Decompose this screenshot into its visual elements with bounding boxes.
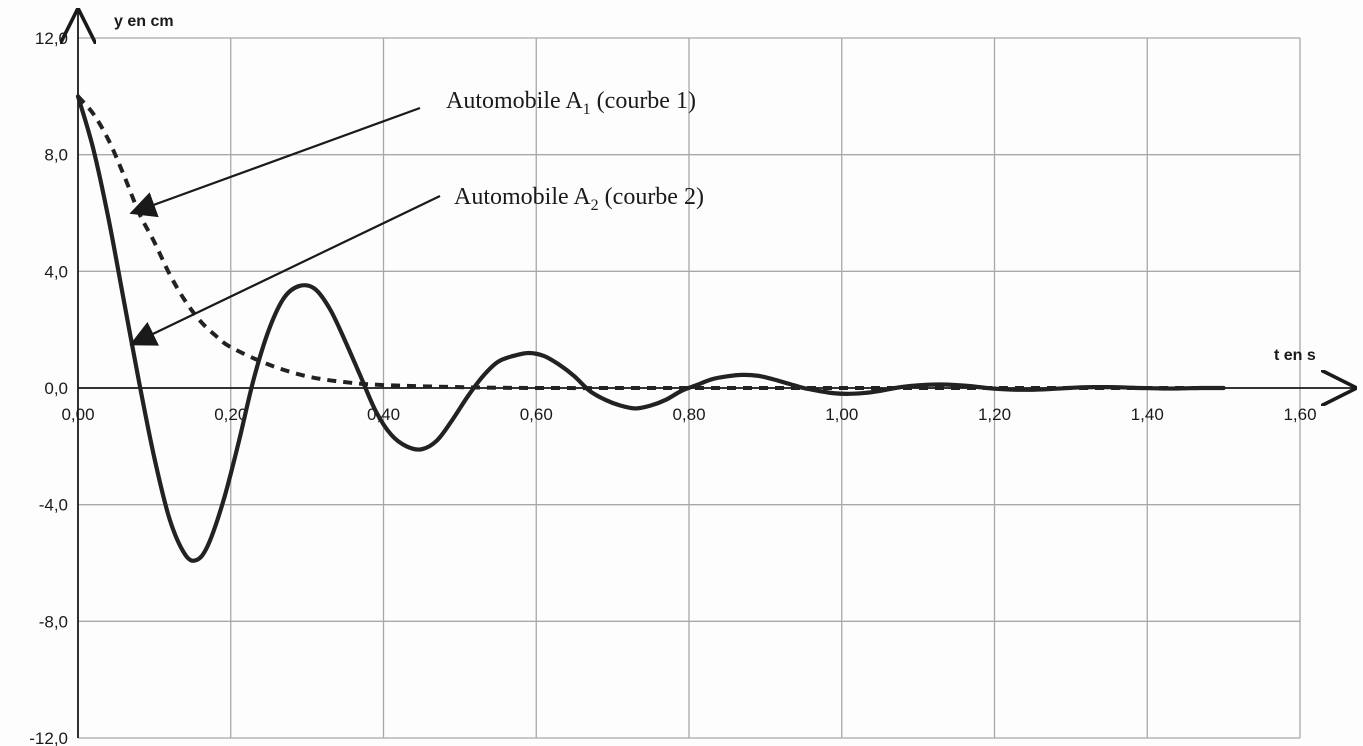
annotation-arrow-2 xyxy=(129,195,441,346)
x-tick-label: 1,40 xyxy=(1131,405,1164,424)
y-axis-title: y en cm xyxy=(114,13,174,30)
x-tick-label: 0,80 xyxy=(672,405,705,424)
axes: 0,00 0,20 0,40 0,60 0,80 1,00 1,20 1,40 1,6012,0… xyxy=(29,10,1355,746)
annotation-label-1: Automobile A1 (courbe 1) xyxy=(446,88,696,118)
annotations: Automobile A1 (courbe 1) Automobile A2 (c… xyxy=(129,88,704,346)
x-tick-label: 1,00 xyxy=(825,405,858,424)
series-line-1 xyxy=(76,94,1224,391)
annotation-arrow-1 xyxy=(129,106,421,218)
annotation-label-2: Automobile A2 (courbe 2) xyxy=(454,184,704,214)
x-tick-label: 0,20 xyxy=(214,405,247,424)
x-tick-label: 1,60 xyxy=(1283,405,1316,424)
series-group xyxy=(75,94,1226,563)
x-tick-label: 1,20 xyxy=(978,405,1011,424)
y-tick-label: -8,0 xyxy=(39,612,68,631)
x-tick-label: 0,60 xyxy=(520,405,553,424)
series-line-2 xyxy=(75,94,1226,563)
y-tick-label: -4,0 xyxy=(39,496,68,515)
y-tick-label: -12,0 xyxy=(29,729,68,746)
y-tick-label: 0,0 xyxy=(44,379,68,398)
y-tick-label: 4,0 xyxy=(44,262,68,281)
x-axis-title: t en s xyxy=(1274,347,1316,364)
y-tick-label: 8,0 xyxy=(44,146,68,165)
y-tick-label: 12,0 xyxy=(35,29,68,48)
